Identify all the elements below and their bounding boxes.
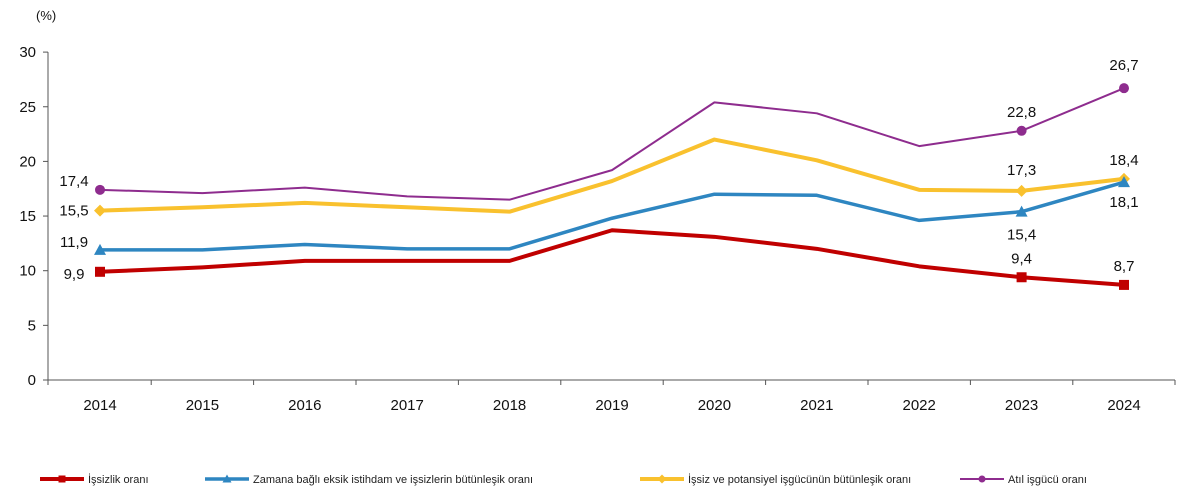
y-tick-label: 25 xyxy=(19,99,36,116)
legend-item-4: Atıl işgücü oranı xyxy=(960,474,1087,486)
data-point xyxy=(658,475,667,484)
data-label: 18,1 xyxy=(1109,194,1138,211)
data-label: 18,4 xyxy=(1109,152,1138,169)
series-line xyxy=(100,140,1124,212)
data-point xyxy=(1119,280,1129,290)
data-point xyxy=(979,476,986,483)
x-tick-label: 2018 xyxy=(493,397,526,414)
data-point xyxy=(1016,185,1028,197)
data-point xyxy=(1017,126,1027,136)
data-point xyxy=(94,205,106,217)
x-tick-label: 2020 xyxy=(698,397,731,414)
series-2 xyxy=(94,176,1130,255)
x-tick-label: 2015 xyxy=(186,397,219,414)
data-label: 22,8 xyxy=(1007,104,1036,121)
x-tick-label: 2016 xyxy=(288,397,321,414)
x-tick-label: 2014 xyxy=(83,397,116,414)
data-point xyxy=(95,185,105,195)
legend-label: İşsizlik oranı xyxy=(88,473,149,486)
x-tick-label: 2023 xyxy=(1005,397,1038,414)
legend: İşsizlik oranı Zamana bağlı eksik istihda… xyxy=(40,473,1087,486)
data-point xyxy=(95,267,105,277)
x-tick-label: 2017 xyxy=(391,397,424,414)
data-point xyxy=(59,476,66,483)
legend-item-1: İşsizlik oranı xyxy=(40,473,149,486)
legend-label: Zamana bağlı eksik istihdam ve işsizleri… xyxy=(253,474,533,486)
y-tick-label: 0 xyxy=(28,372,36,389)
y-tick-label: 30 xyxy=(19,44,36,61)
legend-item-3: İşsiz ve potansiyel işgücünün bütünleşik… xyxy=(640,473,911,486)
series-3 xyxy=(94,140,1130,217)
legend-label: Atıl işgücü oranı xyxy=(1008,474,1087,486)
data-label: 15,4 xyxy=(1007,227,1036,244)
data-point xyxy=(1119,83,1129,93)
data-label: 17,4 xyxy=(59,173,88,190)
legend-item-2: Zamana bağlı eksik istihdam ve işsizleri… xyxy=(205,474,533,486)
series-line xyxy=(100,230,1124,285)
data-point xyxy=(1017,272,1027,282)
y-tick-label: 5 xyxy=(28,317,36,334)
data-label: 11,9 xyxy=(60,234,88,251)
series-layer xyxy=(94,83,1130,290)
y-tick-label: 15 xyxy=(19,208,36,225)
y-tick-label: 10 xyxy=(19,263,36,280)
y-tick-label: 20 xyxy=(19,153,36,170)
legend-label: İşsiz ve potansiyel işgücünün bütünleşik… xyxy=(688,473,911,486)
data-label: 17,3 xyxy=(1007,162,1036,179)
x-tick-label: 2022 xyxy=(903,397,936,414)
axes: 0 5 10 15 20 25 30 2014 2015 2016 2017 2018 2019 2020… xyxy=(19,44,1175,414)
data-label: 15,5 xyxy=(59,203,88,220)
data-label: 9,9 xyxy=(64,266,85,283)
data-label: 9,4 xyxy=(1011,250,1032,267)
y-axis-unit-label: (%) xyxy=(36,8,56,23)
series-1 xyxy=(95,230,1129,290)
x-tick-label: 2019 xyxy=(595,397,628,414)
x-tick-label: 2024 xyxy=(1107,397,1140,414)
x-tick-label: 2021 xyxy=(800,397,833,414)
data-label: 26,7 xyxy=(1109,57,1138,74)
data-label: 8,7 xyxy=(1114,258,1135,275)
